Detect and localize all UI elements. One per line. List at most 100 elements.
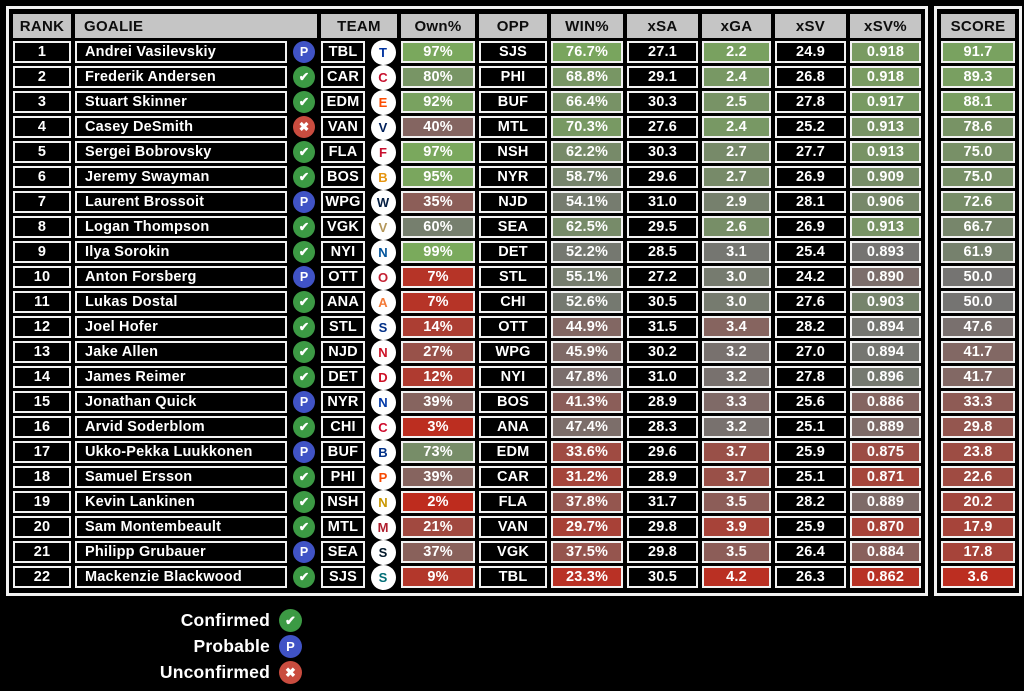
score-row: 29.8 [941, 416, 1015, 438]
table-row: 9 Ilya Sorokin ✔ NYI N 99% DET 52.2% 28.… [13, 239, 921, 265]
confirmed-check-icon: ✔ [293, 341, 315, 363]
win-pct-cell: 47.8% [551, 366, 623, 388]
status-cell: P [291, 541, 317, 563]
xga-cell: 2.9 [702, 191, 771, 213]
team-cell: NYI [321, 241, 365, 263]
score-cell: 23.8 [941, 441, 1015, 463]
rank-cell: 13 [13, 341, 71, 363]
xsv-cell: 27.0 [775, 341, 846, 363]
goalie-name-cell: Frederik Andersen [75, 66, 287, 88]
legend-item-confirmed: Confirmed ✔ [8, 609, 302, 632]
team-cell: BUF [321, 441, 365, 463]
probable-p-icon: P [293, 41, 315, 63]
team-logo-icon: S [370, 314, 396, 340]
xga-cell: 2.2 [702, 41, 771, 63]
table-row: 6 Jeremy Swayman ✔ BOS B 95% NYR 58.7% 2… [13, 164, 921, 190]
xga-cell: 3.2 [702, 416, 771, 438]
opponent-cell: CAR [479, 466, 547, 488]
score-row: 89.3 [941, 66, 1015, 88]
score-row: 72.6 [941, 191, 1015, 213]
win-pct-cell: 31.2% [551, 466, 623, 488]
score-row: 23.8 [941, 441, 1015, 463]
xsv-cell: 27.8 [775, 366, 846, 388]
goalie-name-cell: Lukas Dostal [75, 291, 287, 313]
score-row: 61.9 [941, 241, 1015, 263]
own-pct-cell: 3% [401, 416, 475, 438]
legend-label-unconfirmed: Unconfirmed [159, 662, 270, 682]
xsv-pct-cell: 0.909 [850, 166, 921, 188]
xsv-pct-cell: 0.918 [850, 66, 921, 88]
xsv-pct-cell: 0.871 [850, 466, 921, 488]
xsv-cell: 27.7 [775, 141, 846, 163]
confirmed-check-icon: ✔ [293, 316, 315, 338]
opponent-cell: NJD [479, 191, 547, 213]
xga-cell: 3.7 [702, 441, 771, 463]
xsv-cell: 26.3 [775, 566, 846, 588]
goalie-name-cell: Samuel Ersson [75, 466, 287, 488]
status-cell: ✖ [291, 116, 317, 138]
rank-cell: 17 [13, 441, 71, 463]
goalie-name-cell: Mackenzie Blackwood [75, 566, 287, 588]
score-row: 17.9 [941, 516, 1015, 538]
rank-cell: 10 [13, 266, 71, 288]
opponent-cell: FLA [479, 491, 547, 513]
xsa-cell: 27.6 [627, 116, 698, 138]
score-cell: 50.0 [941, 266, 1015, 288]
xsv-pct-cell: 0.889 [850, 416, 921, 438]
opponent-cell: CHI [479, 291, 547, 313]
xsv-cell: 25.9 [775, 516, 846, 538]
col-header-xsa: xSA [627, 14, 698, 38]
xsv-pct-cell: 0.870 [850, 516, 921, 538]
score-cell: 22.6 [941, 466, 1015, 488]
team-logo-icon: S [370, 539, 396, 565]
col-header-xsv-pct: xSV% [850, 14, 921, 38]
xsv-cell: 28.2 [775, 491, 846, 513]
rank-cell: 19 [13, 491, 71, 513]
goalie-name-cell: Ilya Sorokin [75, 241, 287, 263]
rank-cell: 5 [13, 141, 71, 163]
goalie-name-cell: Sam Montembeault [75, 516, 287, 538]
table-row: 14 James Reimer ✔ DET D 12% NYI 47.8% 31… [13, 364, 921, 390]
xsv-pct-cell: 0.862 [850, 566, 921, 588]
team-logo-icon: B [370, 439, 396, 465]
xsa-cell: 30.5 [627, 291, 698, 313]
confirmed-check-icon: ✔ [293, 66, 315, 88]
opponent-cell: TBL [479, 566, 547, 588]
team-logo-icon: V [370, 114, 396, 140]
own-pct-cell: 27% [401, 341, 475, 363]
rank-cell: 20 [13, 516, 71, 538]
team-logo-icon: T [370, 39, 396, 65]
status-cell: P [291, 191, 317, 213]
xsv-pct-cell: 0.875 [850, 441, 921, 463]
team-logo-cell: N [369, 239, 397, 265]
team-logo-icon: C [370, 414, 396, 440]
win-pct-cell: 23.3% [551, 566, 623, 588]
team-logo-cell: B [369, 164, 397, 190]
score-body: 91.7 89.3 88.1 78.6 75.0 75.0 72.6 66.7 61.9 50.0… [941, 41, 1015, 588]
goalie-name-cell: Jake Allen [75, 341, 287, 363]
xga-cell: 2.4 [702, 66, 771, 88]
own-pct-cell: 73% [401, 441, 475, 463]
legend-label-confirmed: Confirmed [180, 610, 270, 630]
xga-cell: 3.2 [702, 366, 771, 388]
xsv-pct-cell: 0.894 [850, 316, 921, 338]
xsv-cell: 25.1 [775, 416, 846, 438]
table-row: 2 Frederik Andersen ✔ CAR C 80% PHI 68.8… [13, 64, 921, 90]
score-row: 66.7 [941, 216, 1015, 238]
team-cell: FLA [321, 141, 365, 163]
team-logo-cell: N [369, 389, 397, 415]
team-logo-cell: N [369, 489, 397, 515]
goalie-name-cell: Casey DeSmith [75, 116, 287, 138]
status-cell: ✔ [291, 66, 317, 88]
win-pct-cell: 62.2% [551, 141, 623, 163]
score-cell: 17.8 [941, 541, 1015, 563]
rank-cell: 21 [13, 541, 71, 563]
own-pct-cell: 80% [401, 66, 475, 88]
team-logo-cell: P [369, 464, 397, 490]
legend-label-probable: Probable [193, 636, 270, 656]
team-logo-icon: N [370, 389, 396, 415]
team-logo-icon: N [370, 339, 396, 365]
team-logo-icon: D [370, 364, 396, 390]
team-cell: DET [321, 366, 365, 388]
goalie-name-cell: Andrei Vasilevskiy [75, 41, 287, 63]
